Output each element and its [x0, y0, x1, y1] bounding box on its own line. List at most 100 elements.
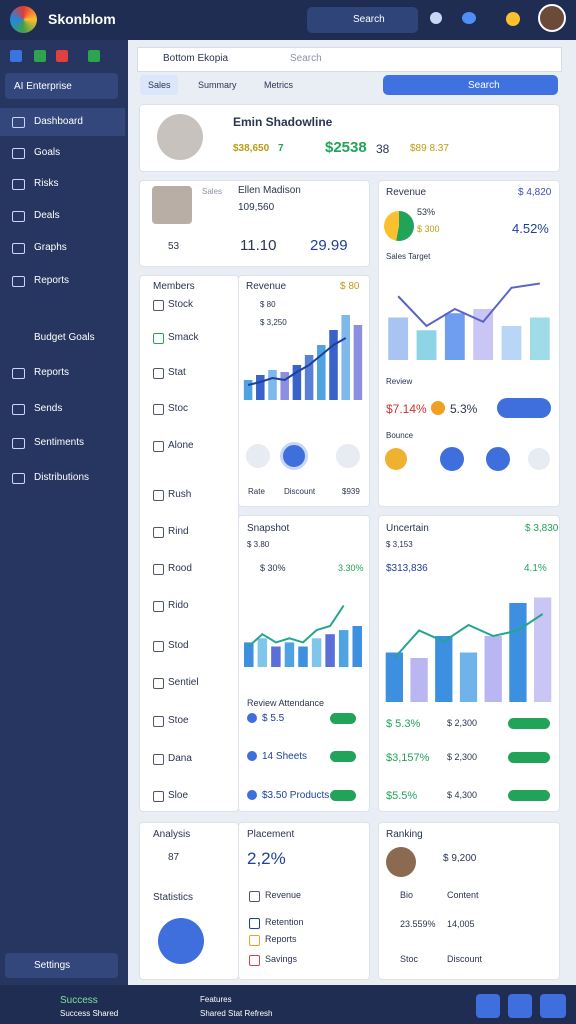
ranking-row: Stoc: [400, 954, 419, 964]
trend-line: [397, 282, 540, 328]
bottom-button[interactable]: [508, 994, 532, 1018]
tab-active[interactable]: [140, 75, 178, 95]
bottom-button[interactable]: [476, 994, 500, 1018]
control[interactable]: [385, 448, 407, 470]
nav-icon[interactable]: [12, 117, 25, 128]
profile-name: Emin Shadowline: [233, 115, 333, 129]
status-sub: Success Shared: [60, 1009, 119, 1018]
ring-label: 53%: [417, 207, 436, 217]
menu-icon: [153, 441, 164, 452]
bar: [304, 355, 314, 400]
toggle[interactable]: [330, 751, 356, 762]
menu-icon: [153, 564, 164, 575]
nav-item: Sentiments: [34, 437, 85, 448]
control[interactable]: [336, 444, 360, 468]
bar: [298, 646, 308, 667]
bar: [341, 315, 350, 400]
analysis-value: 87: [168, 852, 180, 863]
action-button[interactable]: [383, 75, 558, 95]
ranking-title: Ranking: [386, 829, 423, 840]
icon[interactable]: [462, 12, 476, 24]
placement-row: Reports: [265, 934, 297, 944]
fab[interactable]: [158, 918, 204, 964]
menu-item: Rind: [168, 526, 189, 537]
menu-item: Alone: [168, 440, 194, 451]
ranking-badge: $ 9,200: [443, 853, 477, 864]
toggle[interactable]: [330, 713, 356, 724]
bar: [280, 372, 289, 400]
sidebar-icons: [56, 50, 68, 62]
ranking-row-value: 14,005: [447, 919, 475, 929]
feature-sub: Shared Stat Refresh: [200, 1009, 273, 1018]
uncertain-chart: [385, 597, 552, 702]
nav-item: Deals: [34, 210, 60, 221]
uncertain-row: $5.5%: [386, 790, 418, 802]
nav-icon[interactable]: [12, 438, 25, 449]
avatar[interactable]: [538, 4, 566, 32]
row-icon: [249, 935, 260, 946]
toggle[interactable]: [330, 790, 356, 801]
bar: [244, 642, 254, 667]
menu-icon: [153, 527, 164, 538]
nav-icon[interactable]: [12, 368, 25, 379]
nav-icon[interactable]: [12, 148, 25, 159]
nav-item: Risks: [34, 178, 59, 189]
menu-item: Stat: [168, 367, 186, 378]
nav-icon[interactable]: [12, 179, 25, 190]
nav-item: Reports: [34, 367, 70, 378]
revenue-title: Revenue: [246, 281, 287, 292]
menu-icon: [153, 404, 164, 415]
toggle[interactable]: [508, 752, 550, 763]
ranking-row-value: Discount: [447, 954, 483, 964]
bar: [257, 638, 268, 667]
snapshot-title: Snapshot: [247, 523, 290, 534]
bar: [338, 630, 349, 667]
toggle[interactable]: [508, 718, 550, 729]
control[interactable]: [246, 444, 270, 468]
top-bar: [0, 0, 576, 40]
nav-icon[interactable]: [12, 211, 25, 222]
footer-select[interactable]: [5, 953, 118, 978]
overview-change: 4.52%: [512, 221, 549, 236]
workspace-select[interactable]: [5, 73, 118, 99]
bar: [311, 638, 322, 667]
sidebar-icons: [88, 50, 100, 62]
bottom-button[interactable]: [540, 994, 566, 1018]
uncertain-row-value: $ 2,300: [447, 752, 478, 762]
nav-icon[interactable]: [12, 473, 25, 484]
control[interactable]: [280, 442, 308, 470]
workspace: AI Enterprise: [14, 81, 72, 92]
sidebar-icons: [10, 50, 22, 62]
ring-sub: $ 300: [417, 224, 440, 234]
contact-value: 11.10: [240, 237, 277, 254]
row-icon: [249, 891, 260, 902]
search-pill[interactable]: [307, 7, 418, 33]
bar: [271, 646, 281, 667]
nav-icon[interactable]: [12, 243, 25, 254]
bar: [533, 597, 552, 702]
icon[interactable]: [430, 12, 442, 24]
feature: Features: [200, 995, 232, 1004]
profile-amount: $2538: [325, 139, 367, 156]
ranking-row: Bio: [400, 890, 414, 900]
uncertain-value: $313,836: [386, 563, 428, 574]
bar: [484, 636, 502, 702]
nav-icon[interactable]: [12, 404, 25, 415]
bar: [529, 317, 550, 360]
rate-icon: [431, 401, 445, 415]
icon[interactable]: [506, 12, 520, 26]
control[interactable]: [528, 448, 550, 470]
toolbar-search[interactable]: Search: [290, 53, 322, 64]
nav-icon[interactable]: [12, 276, 25, 287]
sidebar-footer: Settings: [34, 960, 71, 971]
bar: [329, 330, 338, 400]
footer-label: Discount: [284, 487, 316, 496]
toggle[interactable]: [497, 398, 551, 418]
action-label: Search: [468, 80, 500, 91]
toggle[interactable]: [508, 790, 550, 801]
nav-item: Graphs: [34, 242, 67, 253]
control[interactable]: [486, 447, 510, 471]
control[interactable]: [440, 447, 464, 471]
snapshot-stat-2: 3.30%: [338, 563, 364, 573]
